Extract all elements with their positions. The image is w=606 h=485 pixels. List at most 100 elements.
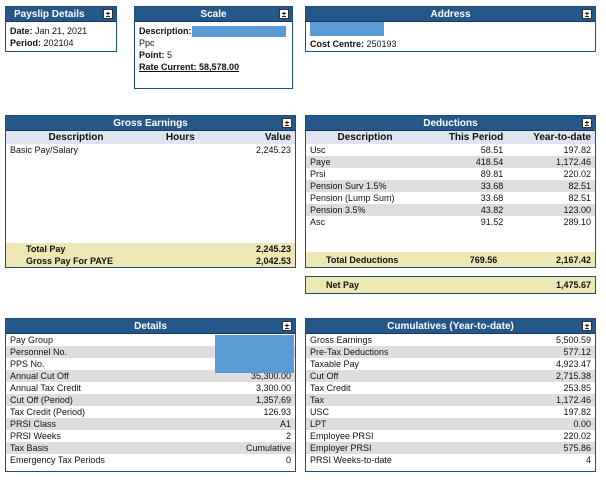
table-row: Pre-Tax Deductions 577.12 (306, 346, 595, 358)
deduction-description: Pension (Lump Sum) (310, 193, 395, 203)
cumulative-label: Tax Credit (310, 383, 351, 393)
cumulative-value: 220.02 (563, 431, 591, 441)
total-pay-row: Total Pay 2,245.23 (6, 243, 295, 255)
table-row: Cut Off 2,715.38 (306, 370, 595, 382)
deduction-description: Pension Surv 1.5% (310, 181, 387, 191)
deductions-table: Description This Period Year-to-date Usc… (306, 131, 595, 228)
earning-value: 2,245.23 (255, 145, 291, 155)
gross-paye-value: 2,042.53 (214, 255, 295, 267)
detail-value: 3,300.00 (255, 383, 291, 393)
total-deductions-ytd: 2,167.42 (501, 252, 595, 267)
deduction-period: 91.52 (480, 217, 504, 227)
cost-centre-label: Cost Centre: (310, 39, 365, 49)
table-row: LPT 0.00 (306, 418, 595, 430)
gross-earnings-title: Gross Earnings (113, 118, 188, 129)
redacted-description (191, 26, 286, 38)
cumulative-label: Taxable Pay (310, 359, 360, 369)
export-icon[interactable]: ± (103, 9, 113, 19)
total-deductions-period: 769.56 (424, 252, 502, 267)
deduction-period: 33.68 (480, 193, 504, 203)
gross-earnings-header: Gross Earnings ± (6, 116, 295, 131)
description-value: Ppc (139, 38, 155, 49)
cumulatives-table: Gross Earnings 5,500.59 Pre-Tax Deduction… (306, 334, 595, 466)
detail-label: Tax Basis (10, 443, 49, 453)
cumulatives-title: Cumulatives (Year-to-date) (387, 321, 514, 332)
cumulative-label: Employer PRSI (310, 443, 372, 453)
detail-value: 1,357.69 (255, 395, 291, 405)
export-icon[interactable]: ± (582, 9, 592, 19)
address-header: Address ± (306, 7, 595, 22)
table-row: Prsi 89.81 220.02 (306, 168, 595, 180)
earning-hours (146, 144, 215, 156)
details-title: Details (134, 321, 167, 332)
payslip-details-header: Payslip Details ± (6, 7, 116, 22)
export-icon[interactable]: ± (282, 118, 292, 128)
detail-value: Cumulative (245, 443, 291, 453)
cumulative-value: 1,172.46 (555, 395, 591, 405)
details-panel: Details ± Pay Group Personnel No. PPS No… (5, 318, 296, 472)
table-row: PRSI Weeks 2 (6, 430, 295, 442)
table-row: Basic Pay/Salary 2,245.23 (6, 144, 295, 156)
table-row: PPS No. (6, 358, 295, 370)
export-icon[interactable]: ± (279, 9, 289, 19)
cumulative-value: 4 (585, 455, 591, 465)
table-row: Tax Credit (Period) 126.93 (6, 406, 295, 418)
table-row: USC 197.82 (306, 406, 595, 418)
cumulative-value: 197.82 (563, 407, 591, 417)
gross-earnings-totals: Total Pay 2,245.23 Gross Pay For PAYE 2,… (6, 243, 295, 267)
table-row: Cut Off (Period) 1,357.69 (6, 394, 295, 406)
deduction-period: 58.51 (480, 145, 504, 155)
cumulative-value: 0.00 (573, 419, 591, 429)
cumulative-label: Pre-Tax Deductions (310, 347, 389, 357)
detail-label: Emergency Tax Periods (10, 455, 105, 465)
table-row: Emergency Tax Periods 0 (6, 454, 295, 466)
total-pay-label: Total Pay (6, 243, 215, 255)
total-deductions-row: Total Deductions 769.56 2,167.42 (306, 252, 595, 267)
redacted-details (215, 335, 294, 373)
cumulative-value: 577.12 (563, 347, 591, 357)
cumulative-label: Cut Off (310, 371, 339, 381)
deduction-period: 43.82 (480, 205, 504, 215)
detail-label: Annual Tax Credit (10, 383, 81, 393)
cumulative-value: 2,715.38 (555, 371, 591, 381)
detail-label: Annual Cut Off (10, 371, 69, 381)
export-icon[interactable]: ± (582, 321, 592, 331)
detail-label: Personnel No. (10, 347, 68, 357)
deduction-description: Prsi (310, 169, 326, 179)
column-header-value: Value (214, 131, 295, 144)
cost-centre-value: 250193 (366, 39, 397, 49)
total-pay-value: 2,245.23 (214, 243, 295, 255)
deductions-panel: Deductions ± Description This Period Yea… (305, 115, 596, 268)
export-icon[interactable]: ± (582, 118, 592, 128)
gross-paye-label: Gross Pay For PAYE (6, 255, 215, 267)
export-icon[interactable]: ± (282, 321, 292, 331)
detail-value: A1 (279, 419, 291, 429)
total-deductions-label: Total Deductions (306, 252, 424, 267)
cumulative-label: Gross Earnings (310, 335, 373, 345)
cumulative-label: USC (310, 407, 330, 417)
earning-description: Basic Pay/Salary (10, 145, 79, 155)
detail-label: PRSI Class (10, 419, 57, 429)
redacted-address (310, 22, 384, 36)
column-header-this-period: This Period (424, 131, 508, 144)
deduction-period: 418.54 (475, 157, 504, 167)
table-row: Pension (Lump Sum) 33.68 82.51 (306, 192, 595, 204)
deduction-ytd: 123.00 (563, 205, 591, 215)
table-row: Usc 58.51 197.82 (306, 144, 595, 156)
cumulative-label: PRSI Weeks-to-date (310, 455, 392, 465)
deduction-description: Pension 3.5% (310, 205, 366, 215)
cumulative-label: Employee PRSI (310, 431, 374, 441)
gross-earnings-table: Description Hours Value Basic Pay/Salary… (6, 131, 295, 156)
cumulative-value: 4,923.47 (555, 359, 591, 369)
detail-value: 0 (285, 455, 291, 465)
table-row: Tax Credit 253.85 (306, 382, 595, 394)
table-row: Pension 3.5% 43.82 123.00 (306, 204, 595, 216)
deductions-title: Deductions (423, 118, 478, 129)
payslip-details-title: Payslip Details (14, 9, 85, 20)
table-row: Employee PRSI 220.02 (306, 430, 595, 442)
deduction-description: Asc (310, 217, 326, 227)
address-title: Address (430, 9, 471, 20)
detail-value: 35,300.00 (250, 371, 291, 381)
payslip-details-panel: Payslip Details ± Date: Jan 21, 2021 Per… (5, 6, 117, 52)
column-header-ytd: Year-to-date (507, 131, 595, 144)
